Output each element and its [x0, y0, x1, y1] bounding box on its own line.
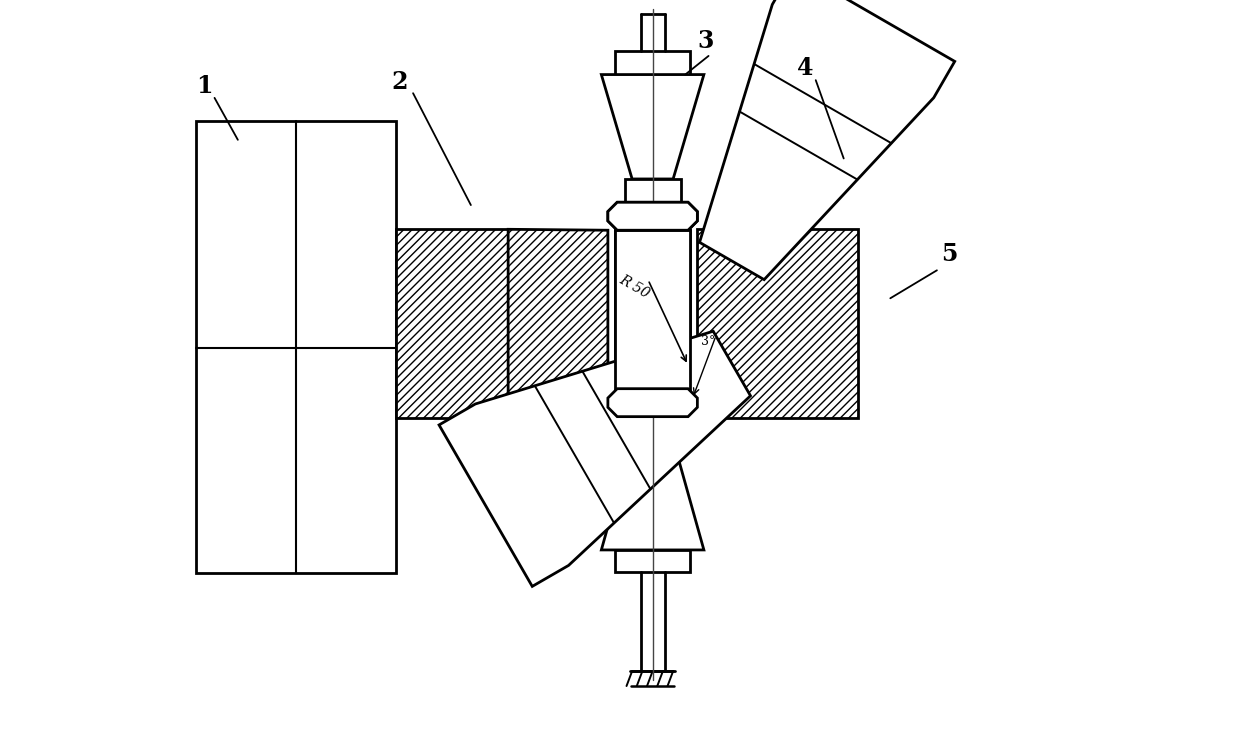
Polygon shape	[601, 75, 704, 179]
Text: 2: 2	[392, 69, 408, 94]
Text: 4: 4	[797, 56, 813, 79]
Polygon shape	[608, 389, 697, 417]
Text: 1: 1	[196, 74, 212, 98]
Text: 5: 5	[941, 242, 959, 266]
Polygon shape	[615, 550, 689, 572]
Text: 3: 3	[697, 29, 714, 54]
Polygon shape	[508, 230, 608, 418]
Polygon shape	[196, 121, 397, 573]
Polygon shape	[397, 230, 508, 418]
Polygon shape	[697, 230, 858, 418]
Polygon shape	[699, 0, 955, 279]
Polygon shape	[608, 202, 697, 230]
Polygon shape	[608, 202, 697, 230]
Polygon shape	[439, 331, 750, 587]
Polygon shape	[615, 51, 689, 75]
Polygon shape	[608, 389, 697, 417]
Polygon shape	[608, 389, 697, 417]
Text: 3°: 3°	[701, 335, 715, 348]
Polygon shape	[615, 230, 689, 389]
Polygon shape	[625, 179, 681, 202]
Text: R 50: R 50	[618, 273, 652, 301]
Polygon shape	[601, 440, 704, 550]
Polygon shape	[615, 230, 689, 389]
Polygon shape	[625, 417, 681, 440]
